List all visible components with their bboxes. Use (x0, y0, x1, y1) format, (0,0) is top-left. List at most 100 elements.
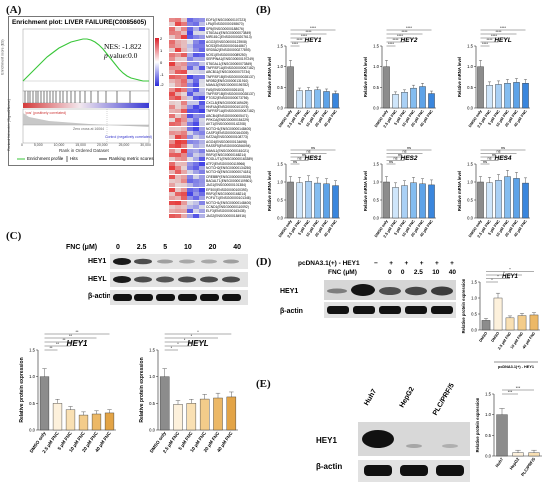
y-tick-label: 1.5 (467, 44, 473, 49)
bar (296, 90, 303, 109)
bar (401, 92, 408, 109)
heatmap-gene-label: PTGS2(ENSG00000073756) (206, 96, 249, 101)
y-tick-label: 0.5 (467, 85, 473, 90)
heatmap-gene-label: RBPJ(ENSG00000168214) (206, 152, 247, 157)
heatmap-gene-label: CCND1(ENSG00000110092) (206, 205, 249, 210)
heatmap-cell (199, 187, 205, 192)
bar-chart: 0.0 0.5 1.0 1.5 Relative protein expression H… (475, 386, 542, 477)
y-tick-label: 0.0 (467, 106, 473, 111)
heatmap-cell (187, 157, 193, 162)
y-tick-label: 0.5 (485, 433, 491, 438)
heatmap-cell (175, 74, 181, 79)
heatmap-gene-label: HNF4A(ENSG00000101076) (206, 105, 249, 109)
heatmap-cell (187, 31, 193, 36)
heatmap-cell (187, 183, 193, 188)
gsea-neg-label: Control (negatively correlated) (105, 135, 152, 139)
heatmap-cell (193, 161, 199, 166)
heatmap-cell (199, 87, 205, 92)
bar (504, 176, 511, 219)
heatmap-cell (169, 144, 175, 149)
panel-label-a: (A) (6, 4, 22, 16)
y-axis-label: Relative mRNA level (457, 57, 462, 97)
heatmap-cell (187, 178, 193, 183)
bar (486, 85, 493, 109)
bar (477, 66, 484, 109)
heatmap-cell (187, 213, 193, 218)
heatmap-cell (175, 152, 181, 157)
y-tick-label: 0.5 (467, 198, 473, 203)
bar (513, 178, 520, 219)
bar (419, 183, 426, 219)
heatmap-cell (193, 100, 199, 105)
heatmap-cell (193, 118, 199, 123)
bar (91, 413, 102, 431)
heatmap-cell (199, 118, 205, 123)
heatmap-cell (181, 139, 187, 144)
significance-mark: **** (496, 30, 502, 34)
heatmap-cell (175, 44, 181, 49)
gsea-legend-profile-text: Enrichment profile (27, 156, 64, 161)
heatmap-cell (169, 35, 175, 40)
heatmap-gene-label: CREBBP(ENSG00000005339) (206, 174, 252, 179)
heatmap-cell (181, 39, 187, 44)
panel-d-row2-values: 0 0 2.5 10 40 (388, 269, 456, 276)
panel-e-lanes: Huh7 HepG2 PLC/PRF/5 (362, 382, 472, 418)
heatmap-cell (181, 118, 187, 123)
heatmap-cell (181, 109, 187, 114)
heatmap-cell (193, 96, 199, 101)
significance-mark: * (491, 278, 493, 282)
heatmap-cell (199, 31, 205, 36)
bar (39, 376, 50, 431)
heatmap-cell (199, 209, 205, 214)
heatmap-cell (193, 148, 199, 153)
chart-title: HEY1 (502, 274, 518, 280)
pcdna-sign: + (419, 260, 424, 267)
heatmap-cell (181, 178, 187, 183)
heatmap-cell (193, 170, 199, 175)
panel-label-e: (E) (256, 378, 271, 390)
y-axis-label: Relative mRNA level (457, 171, 462, 211)
bar-chart: HEY1 0.0 0.5 1.0 1.5 Relative protein express… (19, 330, 116, 454)
heatmap-gene-label: NOS3(ENSG00000164867) (206, 44, 247, 49)
heatmap-cell (187, 52, 193, 57)
y-tick-label: 1.0 (467, 180, 473, 185)
heatmap-cell (169, 44, 175, 49)
heatmap-cell (187, 83, 193, 88)
heatmap-cell (187, 70, 193, 75)
heatmap-cell (175, 205, 181, 210)
chart-title: HES1 (305, 155, 322, 162)
bar (392, 187, 399, 219)
heatmap-cell (181, 192, 187, 197)
panel-d-blot-hey1: HEY1 (280, 288, 299, 295)
heatmap-cell (193, 200, 199, 205)
y-tick-label: 0.0 (149, 428, 155, 433)
significance-mark: **** (397, 34, 403, 38)
heatmap-cell (181, 18, 187, 23)
gsea-legend-hits: Hits (70, 156, 78, 161)
group-label: pcDNA3.1(+) - HEY1 (498, 365, 534, 369)
chart-title: HEY2 (401, 37, 418, 44)
heatmap-cell (175, 200, 181, 205)
panel-e-hey1-bands (362, 430, 458, 448)
bar (504, 82, 511, 109)
heatmap-cell (199, 178, 205, 183)
heatmap-cell (181, 100, 187, 105)
heatmap-cell (175, 192, 181, 197)
gsea-xlabel: Rank in Ordered Dataset (59, 148, 109, 153)
hit-ticks (24, 91, 131, 103)
significance-mark: ns (393, 157, 397, 161)
significance-mark: ** (76, 330, 79, 334)
gsea-xtick: 15,000 (75, 143, 86, 147)
bar (486, 182, 493, 219)
heatmap-gene-label: AGO2(ENSG00000123908) (206, 39, 247, 44)
heatmap-cell (199, 48, 205, 53)
heatmap-cell (169, 131, 175, 136)
bar (522, 82, 529, 109)
heatmap-cell (187, 148, 193, 153)
pcdna-sign: + (450, 260, 454, 267)
significance-mark: ** (63, 338, 66, 342)
heatmap-cell (169, 122, 175, 127)
heatmap-cell (187, 61, 193, 66)
